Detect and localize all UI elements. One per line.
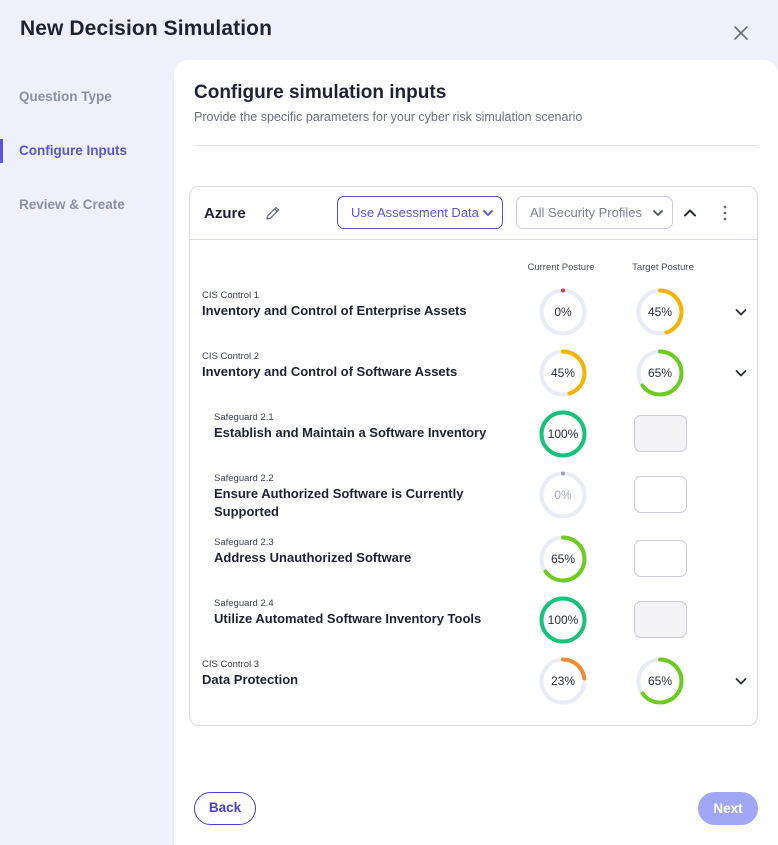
control-name: Inventory and Control of Enterprise Asse… <box>202 303 467 318</box>
pencil-icon <box>266 206 280 220</box>
divider <box>194 145 758 146</box>
target-posture-input[interactable] <box>634 540 687 577</box>
safeguard-name: Utilize Automated Software Inventory Too… <box>214 611 482 626</box>
safeguard-name: Ensure Authorized Software is Currently <box>214 486 464 501</box>
ring-graphic <box>636 288 684 336</box>
target-posture-ring[interactable]: 65% <box>636 657 684 705</box>
current-posture-ring: 65% <box>539 535 587 583</box>
target-posture-ring[interactable]: 45% <box>636 288 684 336</box>
security-profiles-select[interactable]: All Security Profiles <box>516 196 673 229</box>
ring-graphic <box>539 657 587 705</box>
safeguard-label: Safeguard 2.4 <box>214 598 274 609</box>
section-subtitle: Provide the specific parameters for your… <box>194 110 583 124</box>
target-posture-ring[interactable]: 65% <box>636 349 684 397</box>
target-posture-input[interactable] <box>634 476 687 513</box>
current-posture-value: 45% <box>550 366 576 380</box>
target-posture-input <box>634 415 687 452</box>
ring-graphic <box>636 657 684 705</box>
ring-progress-arc <box>539 349 587 397</box>
current-posture-ring: 45% <box>539 349 587 397</box>
ring-graphic <box>539 288 587 336</box>
data-source-value: Use Assessment Data <box>351 205 479 220</box>
target-posture-value: 65% <box>647 674 673 688</box>
safeguard-label: Safeguard 2.1 <box>214 412 274 423</box>
modal-header: New Decision Simulation <box>0 0 778 60</box>
chevron-down-icon <box>483 210 493 216</box>
ring-graphic <box>539 410 587 458</box>
close-icon <box>734 26 748 40</box>
ring-graphic <box>539 596 587 644</box>
safeguard-name: Address Unauthorized Software <box>214 550 412 565</box>
current-posture-value: 100% <box>547 427 579 441</box>
ring-graphic <box>636 349 684 397</box>
step-question-type[interactable]: Question Type <box>19 89 112 104</box>
safeguard-name-continued: Supported <box>214 504 279 519</box>
current-posture-ring: 23% <box>539 657 587 705</box>
target-posture-header: Target Posture <box>632 262 694 273</box>
section-title: Configure simulation inputs <box>194 82 447 103</box>
ring-progress-arc <box>636 657 684 705</box>
ring-progress-arc <box>539 596 587 644</box>
chevron-down-icon[interactable] <box>734 366 748 380</box>
current-posture-value: 100% <box>547 613 579 627</box>
ring-progress-arc <box>636 288 684 336</box>
safeguard-label: Safeguard 2.2 <box>214 473 274 484</box>
edit-name-button[interactable] <box>264 204 282 222</box>
modal-title: New Decision Simulation <box>20 17 273 40</box>
ring-graphic <box>539 471 587 519</box>
more-options-button[interactable] <box>718 202 732 224</box>
control-label: CIS Control 2 <box>202 351 260 362</box>
step-review-create[interactable]: Review & Create <box>19 197 125 212</box>
ring-zero-marker <box>561 471 565 476</box>
safeguard-label: Safeguard 2.3 <box>214 537 274 548</box>
ring-progress-arc <box>539 535 587 583</box>
data-source-select[interactable]: Use Assessment Data <box>337 196 503 229</box>
target-posture-value: 45% <box>647 305 673 319</box>
current-posture-ring: 100% <box>539 596 587 644</box>
current-posture-ring: 0% <box>539 471 587 519</box>
close-button[interactable] <box>729 21 753 45</box>
back-button[interactable]: Back <box>194 792 256 825</box>
target-posture-value: 65% <box>647 366 673 380</box>
ring-progress-arc <box>539 410 587 458</box>
safeguard-name: Establish and Maintain a Software Invent… <box>214 425 487 440</box>
more-vertical-icon <box>723 205 727 221</box>
environment-name: Azure <box>204 205 246 222</box>
stepper-sidebar: Question Type Configure Inputs Review & … <box>0 60 174 845</box>
ring-progress-arc <box>636 349 684 397</box>
collapse-card-button[interactable] <box>681 204 699 222</box>
chevron-up-icon <box>684 209 696 217</box>
current-posture-ring: 100% <box>539 410 587 458</box>
target-posture-input <box>634 601 687 638</box>
control-name: Inventory and Control of Software Assets <box>202 364 458 379</box>
current-posture-ring: 0% <box>539 288 587 336</box>
ring-graphic <box>539 349 587 397</box>
current-posture-header: Current Posture <box>527 262 595 273</box>
current-posture-value: 65% <box>550 552 576 566</box>
current-posture-value: 23% <box>550 674 576 688</box>
ring-progress-arc <box>539 657 587 705</box>
current-posture-value: 0% <box>554 305 572 319</box>
current-posture-value: 0% <box>554 488 572 502</box>
chevron-down-icon[interactable] <box>734 674 748 688</box>
environment-card: Azure Use Assessment Data All Security P… <box>189 186 758 726</box>
main-panel: Configure simulation inputs Provide the … <box>174 60 778 845</box>
step-configure-inputs[interactable]: Configure Inputs <box>0 139 174 163</box>
security-profiles-value: All Security Profiles <box>530 205 642 220</box>
control-label: CIS Control 1 <box>202 290 260 301</box>
card-header: Azure Use Assessment Data All Security P… <box>190 187 757 240</box>
ring-graphic <box>539 535 587 583</box>
ring-zero-marker <box>561 288 565 293</box>
control-label: CIS Control 3 <box>202 659 260 670</box>
next-button[interactable]: Next <box>698 792 758 825</box>
chevron-down-icon <box>653 210 663 216</box>
control-name: Data Protection <box>202 672 299 687</box>
chevron-down-icon[interactable] <box>734 305 748 319</box>
